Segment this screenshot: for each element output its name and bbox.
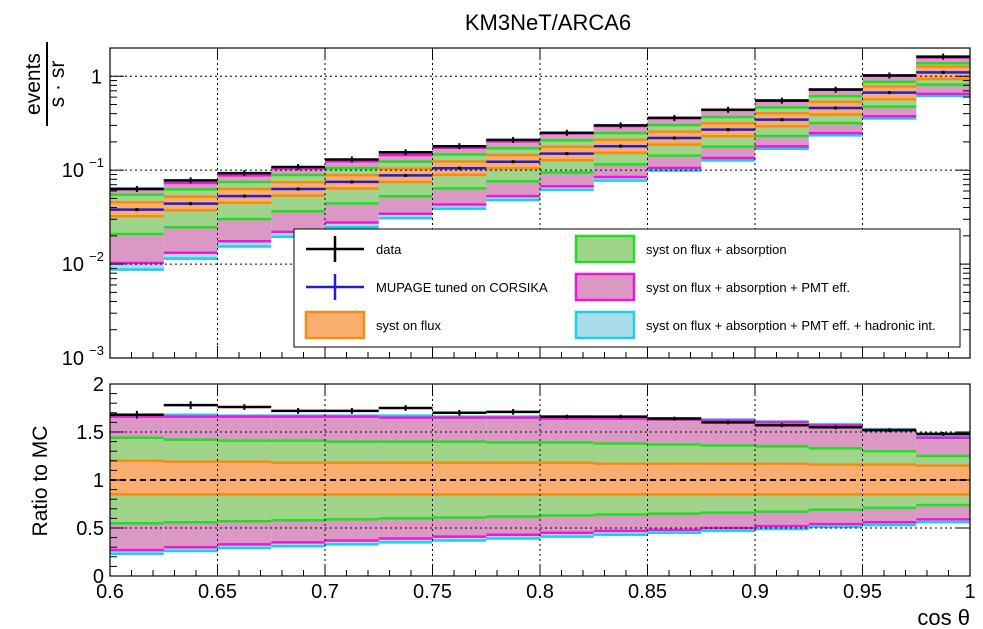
ylabel-numerator: events bbox=[22, 53, 45, 115]
top-ytick-exponent: −3 bbox=[89, 343, 104, 358]
top-ytick-label: 10 bbox=[62, 160, 84, 182]
legend-swatch-box bbox=[304, 310, 366, 340]
top-ytick-label: 10 bbox=[62, 348, 84, 370]
mc-point-bin8 bbox=[565, 152, 569, 156]
xtick-label: 1 bbox=[964, 581, 975, 603]
band-bottom-s2-bin6 bbox=[432, 462, 487, 495]
mc-point-bin14 bbox=[887, 91, 891, 95]
xtick-label: 0.85 bbox=[628, 581, 667, 603]
xtick-label: 0.7 bbox=[311, 581, 339, 603]
xtick-label: 0.95 bbox=[843, 581, 882, 603]
mc-point-bin12 bbox=[780, 118, 784, 122]
legend-label: syst on flux bbox=[376, 318, 442, 333]
mc-point-bin10 bbox=[672, 136, 676, 140]
band-bottom-s2-bin4 bbox=[325, 462, 379, 495]
band-bottom-s2-bin3 bbox=[271, 462, 325, 495]
top-ytick-label: 1 bbox=[91, 66, 102, 88]
top-ytick-label: 10 bbox=[62, 254, 84, 276]
bottom-ytick-label: 1 bbox=[93, 470, 104, 492]
xtick-label: 0.75 bbox=[413, 581, 452, 603]
xtick-label: 0.8 bbox=[526, 581, 554, 603]
mc-point-bin13 bbox=[834, 106, 838, 110]
legend-label: data bbox=[376, 242, 402, 257]
band-bottom-s2-bin8 bbox=[540, 462, 594, 495]
mc-point-bin9 bbox=[619, 144, 623, 148]
xtick-label: 0.9 bbox=[741, 581, 769, 603]
bottom-ytick-label: 1.5 bbox=[76, 422, 104, 444]
band-bottom-s2-bin5 bbox=[378, 462, 433, 495]
xaxis-title: cos θ bbox=[917, 605, 970, 629]
top-ytick-exponent: −2 bbox=[89, 249, 104, 264]
band-bottom-s2-bin7 bbox=[486, 462, 540, 495]
legend: data MUPAGE tuned on CORSIKA syst on flux s… bbox=[293, 228, 961, 348]
legend-swatch-box bbox=[574, 234, 636, 264]
top-ytick-exponent: −1 bbox=[89, 155, 104, 170]
bottom-marks bbox=[110, 401, 970, 481]
xtick-label: 0.65 bbox=[198, 581, 237, 603]
xtick-label: 0.6 bbox=[96, 581, 124, 603]
mc-point-bin0 bbox=[135, 208, 139, 212]
legend-label: MUPAGE tuned on CORSIKA bbox=[376, 280, 548, 295]
mc-point-bin1 bbox=[189, 202, 193, 206]
legend-label: syst on flux + absorption + PMT eff. + h… bbox=[646, 318, 936, 333]
legend-label: syst on flux + absorption + PMT eff. bbox=[646, 280, 850, 295]
bottom-axes: 0 0.5 1 1.5 2 0.6 0.65 0.7 0.75 0.8 0.85 0.9 0.95 1 bbox=[76, 374, 975, 603]
mc-point-bin2 bbox=[242, 194, 246, 198]
bottom-ylabel: Ratio to MC bbox=[29, 426, 52, 537]
top-ylabel: events s · sr bbox=[22, 42, 69, 126]
band-bottom-s2-bin1 bbox=[163, 461, 218, 495]
legend-swatch-box bbox=[574, 310, 636, 340]
mc-point-bin7 bbox=[511, 160, 515, 164]
legend-label: syst on flux + absorption bbox=[646, 242, 787, 257]
bottom-ytick-label: 2 bbox=[93, 374, 104, 396]
band-bottom-s2-bin0 bbox=[110, 460, 164, 495]
top-axes: 10 −3 10 −2 10 −1 1 bbox=[62, 47, 971, 370]
mc-point-bin4 bbox=[350, 180, 354, 184]
mc-point-bin3 bbox=[296, 187, 300, 191]
top-marks bbox=[110, 53, 970, 212]
legend-swatch-box bbox=[574, 272, 636, 302]
band-bottom-s2-bin2 bbox=[217, 461, 272, 495]
band-bottom-s2-bin11 bbox=[701, 463, 755, 495]
bottom-ytick-label: 0 bbox=[93, 566, 104, 588]
mc-point-bin6 bbox=[457, 166, 461, 170]
mc-point-bin11 bbox=[726, 128, 730, 132]
mc-point-bin5 bbox=[404, 173, 408, 177]
bottom-ytick-label: 0.5 bbox=[76, 518, 104, 540]
ylabel-denominator: s · sr bbox=[46, 61, 69, 108]
chart-title: KM3NeT/ARCA6 bbox=[465, 10, 631, 35]
top-bands bbox=[110, 55, 970, 271]
mc-point-bin15 bbox=[941, 70, 945, 74]
